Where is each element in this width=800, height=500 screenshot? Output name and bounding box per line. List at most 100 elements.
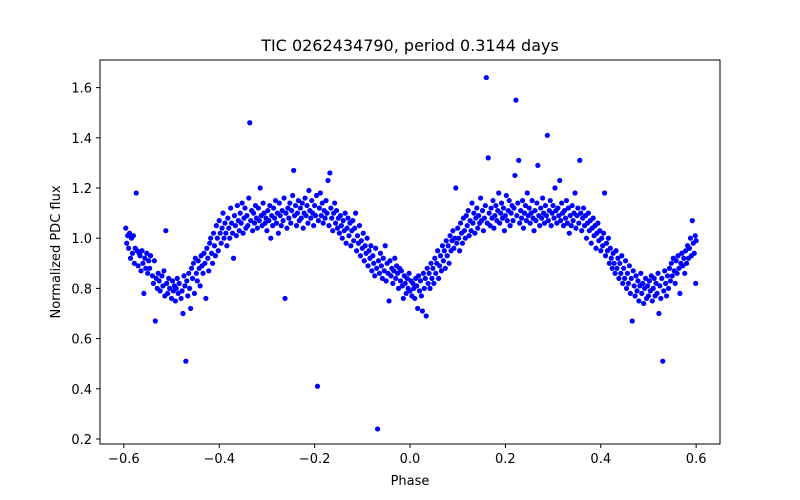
data-point [680, 263, 686, 269]
data-point [560, 223, 567, 229]
data-point [481, 215, 487, 221]
data-point [643, 275, 649, 281]
data-point [569, 202, 575, 209]
data-point [453, 185, 459, 191]
data-point [173, 285, 179, 291]
data-point [421, 285, 427, 291]
data-point [492, 213, 498, 219]
data-point [590, 215, 596, 221]
data-point [514, 213, 520, 219]
data-point [221, 235, 227, 241]
data-point [149, 273, 156, 279]
data-point [131, 260, 137, 266]
data-point [559, 200, 565, 206]
data-point [205, 255, 211, 261]
data-point [217, 230, 223, 236]
data-point [667, 278, 674, 284]
data-point [206, 268, 212, 274]
data-point [440, 258, 446, 264]
data-point [390, 280, 396, 286]
data-point [365, 263, 371, 269]
data-point [333, 207, 340, 214]
data-point [302, 195, 308, 201]
data-point [172, 298, 178, 304]
data-point [634, 288, 640, 294]
data-point [185, 293, 191, 299]
data-point [213, 223, 219, 229]
data-point [480, 228, 487, 234]
data-point [374, 426, 381, 432]
data-point [632, 293, 638, 299]
data-point [197, 283, 203, 289]
data-point [240, 230, 246, 236]
y-axis: 0.2 0.4 0.6 0.8 1.0 1.2 1.4 1.6 [71, 82, 100, 448]
data-point [238, 220, 244, 226]
data-point [438, 268, 445, 274]
data-point [518, 207, 524, 214]
data-point [513, 97, 519, 103]
data-point [226, 225, 232, 231]
data-point [334, 225, 341, 231]
data-point [320, 220, 326, 226]
data-point [528, 210, 534, 216]
data-point [562, 215, 569, 221]
data-point [371, 260, 377, 266]
data-point [539, 195, 546, 201]
data-point [138, 268, 144, 274]
data-point [201, 250, 207, 256]
data-point [175, 290, 181, 297]
data-point [487, 223, 493, 229]
data-point [663, 293, 670, 299]
data-point [336, 230, 343, 236]
data-point [228, 205, 234, 211]
data-point [129, 250, 136, 256]
data-point [687, 235, 694, 241]
data-point [482, 202, 488, 209]
data-point [491, 225, 497, 231]
data-point [435, 248, 441, 254]
data-point [548, 223, 554, 229]
data-point [415, 273, 422, 279]
data-point [395, 270, 401, 276]
data-point [466, 233, 472, 239]
data-point [345, 215, 351, 221]
data-point [350, 218, 356, 224]
data-point [400, 295, 406, 302]
data-point [503, 192, 509, 199]
x-tick-label: −0.6 [108, 452, 140, 467]
data-point [395, 285, 402, 291]
data-point [614, 265, 620, 271]
data-point [533, 218, 539, 224]
data-point [309, 197, 315, 204]
data-point [653, 280, 659, 286]
data-point [237, 210, 243, 216]
data-point [664, 273, 671, 279]
data-point [611, 260, 617, 266]
data-point [691, 250, 697, 256]
data-point [377, 250, 384, 256]
data-point [212, 253, 219, 259]
data-point [135, 263, 141, 269]
data-point [272, 197, 279, 204]
data-point [579, 228, 585, 234]
data-point [622, 258, 629, 264]
data-point [231, 213, 238, 219]
data-point [292, 202, 299, 209]
data-point [147, 265, 153, 271]
data-point [577, 157, 583, 163]
data-point [271, 205, 277, 211]
data-point [127, 255, 134, 261]
data-point [264, 228, 270, 234]
data-point [289, 207, 295, 214]
data-point [232, 223, 239, 229]
data-point [357, 253, 363, 259]
data-point [451, 245, 457, 251]
data-point [641, 300, 647, 307]
data-point [572, 190, 578, 196]
data-point [186, 270, 192, 276]
data-point [294, 210, 301, 216]
data-point [606, 260, 612, 266]
data-point [612, 270, 618, 276]
data-point [209, 250, 215, 256]
data-point [288, 220, 294, 226]
